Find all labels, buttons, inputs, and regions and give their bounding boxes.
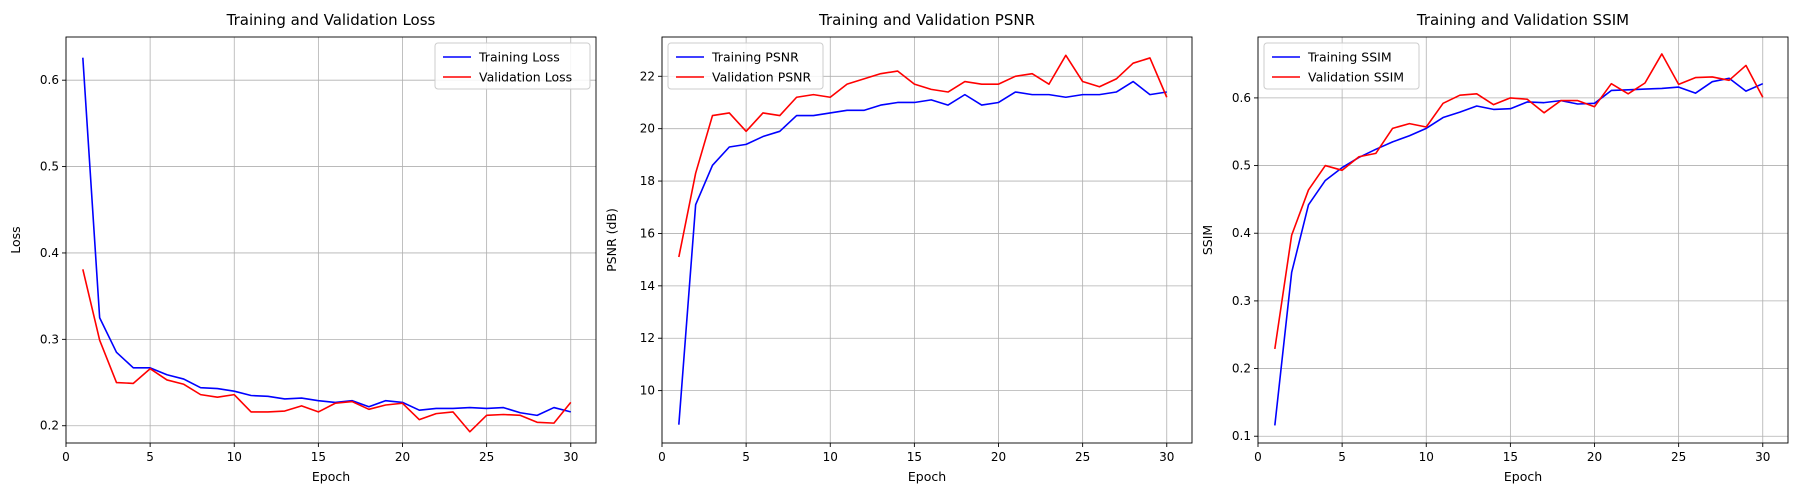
psnr-x-axis-label: Epoch [908,469,946,484]
ssim-x-tick-label: 5 [1338,450,1346,464]
loss-chart-title: Training and Validation Loss [226,11,436,29]
psnr-x-tick-label: 10 [823,450,838,464]
loss-y-tick-label: 0.6 [40,73,59,87]
psnr-x-tick-label: 0 [658,450,666,464]
psnr-y-tick-label: 16 [640,226,655,240]
loss-x-tick-label: 20 [395,450,410,464]
ssim-x-tick-label: 30 [1755,450,1770,464]
ssim-y-tick-label: 0.1 [1232,429,1251,443]
psnr-y-tick-label: 18 [640,174,655,188]
loss-legend-validation-label: Validation Loss [479,70,572,85]
ssim-series-training-line [1274,77,1764,426]
ssim-y-tick-label: 0.3 [1232,294,1251,308]
psnr-axes-frame [661,36,1193,444]
psnr-y-tick-label: 14 [640,279,655,293]
loss-y-tick-label: 0.5 [40,160,59,174]
psnr-x-tick-label: 30 [1159,450,1174,464]
ssim-legend-box [1263,42,1420,90]
ssim-legend-training-label: Training SSIM [1307,50,1392,65]
loss-x-tick-label: 25 [479,450,494,464]
ssim-legend: Training SSIM Validation SSIM [1263,42,1420,90]
loss-x-tick-label: 10 [227,450,242,464]
ssim-axes-frame [1257,36,1789,444]
loss-chart-panel: 0 5 10 15 20 25 30 0.2 0.3 0.4 0.5 0.6 Training and … [8,11,597,484]
ssim-legend-validation-label: Validation SSIM [1308,70,1404,85]
psnr-y-tick-label: 10 [640,384,655,398]
loss-y-axis-label: Loss [8,226,23,253]
psnr-x-tick-label: 5 [742,450,750,464]
psnr-chart-title: Training and Validation PSNR [818,11,1035,29]
psnr-series-training-line [678,80,1167,425]
ssim-y-tick-label: 0.2 [1232,362,1251,376]
ssim-y-tick-label: 0.6 [1232,91,1251,105]
ssim-x-tick-label: 20 [1587,450,1602,464]
ssim-x-tick-label: 15 [1503,450,1518,464]
loss-y-tick-label: 0.4 [40,246,59,260]
loss-x-tick-label: 0 [62,450,70,464]
psnr-legend: Training PSNR Validation PSNR [667,42,824,90]
psnr-y-tick-label: 22 [640,69,655,83]
loss-series-validation-line [82,269,572,433]
ssim-chart-panel: 0 5 10 15 20 25 30 0.1 0.2 0.3 0.4 0.5 0.6 Training a… [1200,11,1789,484]
loss-x-tick-label: 15 [311,450,326,464]
psnr-legend-validation-label: Validation PSNR [712,70,812,85]
ssim-chart-title: Training and Validation SSIM [1416,11,1629,29]
loss-x-axis-label: Epoch [312,469,350,484]
psnr-y-axis-label: PSNR (dB) [604,208,619,272]
psnr-legend-box [667,42,824,90]
psnr-y-tick-label: 20 [640,122,655,136]
loss-axes-frame [65,36,597,444]
loss-y-tick-label: 0.2 [40,419,59,433]
ssim-x-tick-label: 25 [1671,450,1686,464]
psnr-x-tick-label: 25 [1075,450,1090,464]
loss-y-tick-label: 0.3 [40,332,59,346]
loss-legend: Training Loss Validation Loss [434,42,591,90]
psnr-x-tick-label: 15 [907,450,922,464]
loss-series-training-line [82,57,571,417]
ssim-x-tick-label: 10 [1419,450,1434,464]
ssim-x-axis-label: Epoch [1504,469,1542,484]
psnr-legend-training-label: Training PSNR [711,50,799,65]
psnr-chart-panel: 0 5 10 15 20 25 30 10 12 14 16 18 20 22 Training and V… [604,11,1193,484]
ssim-y-tick-label: 0.4 [1232,226,1251,240]
loss-x-tick-label: 30 [563,450,578,464]
loss-legend-training-label: Training Loss [478,50,560,65]
ssim-y-tick-label: 0.5 [1232,159,1251,173]
ssim-series-validation-line [1274,53,1764,350]
psnr-x-tick-label: 20 [991,450,1006,464]
loss-legend-box [434,42,591,90]
ssim-x-tick-label: 0 [1254,450,1262,464]
ssim-y-axis-label: SSIM [1200,225,1215,255]
psnr-series-validation-line [678,54,1168,258]
psnr-y-tick-label: 12 [640,331,655,345]
loss-x-tick-label: 5 [146,450,154,464]
